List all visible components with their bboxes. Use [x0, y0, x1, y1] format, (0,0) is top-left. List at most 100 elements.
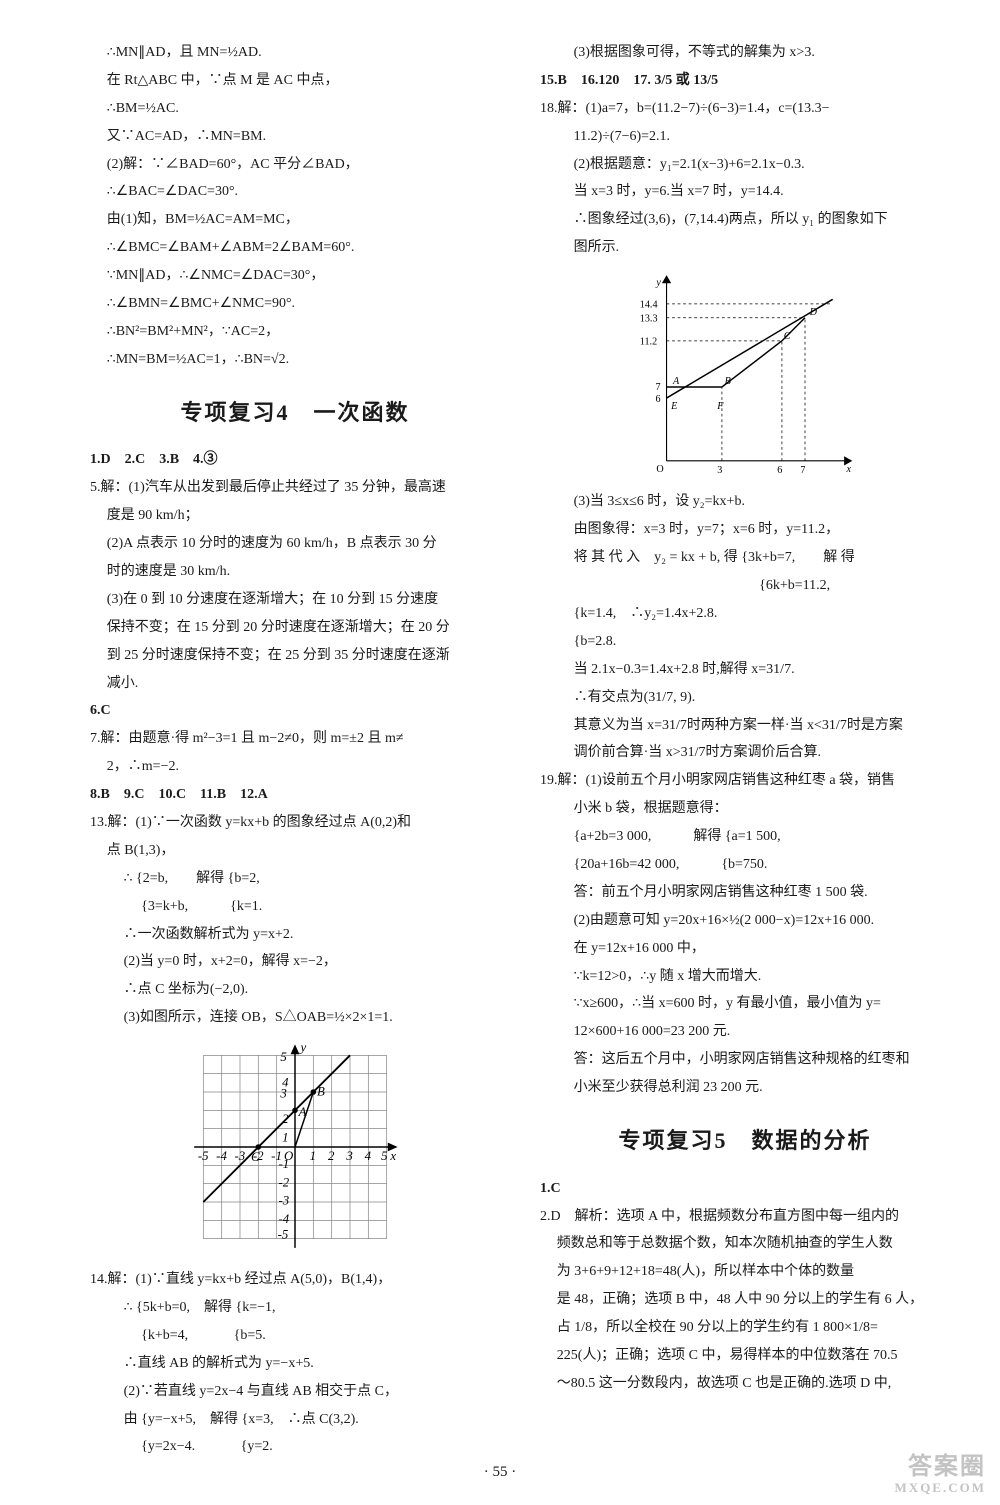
- txt: ～80.5 这一分数段内，故选项 C 也是正确的.选项 D 中,: [540, 1371, 950, 1397]
- watermark-line1: 答案圈: [895, 1454, 986, 1480]
- txt: {20a+16b=42 000, {b=750.: [540, 852, 950, 878]
- txt: (3)当 3≤x≤6 时，设 y₂=kx+b.: [540, 489, 950, 515]
- svg-text:-1: -1: [279, 1157, 290, 1171]
- txt: ∴直线 AB 的解析式为 y=−x+5.: [90, 1351, 500, 1377]
- txt: 12×600+16 000=23 200 元.: [540, 1019, 950, 1045]
- right-column: (3)根据图象可得，不等式的解集为 x>3. 15.B 16.120 17. 3…: [540, 40, 950, 1462]
- txt: 当 x=3 时，y=6.当 x=7 时，y=14.4.: [540, 179, 950, 205]
- txt: ∴MN∥AD，且 MN=½AD.: [90, 40, 500, 66]
- svg-text:E: E: [670, 401, 678, 412]
- svg-text:A: A: [298, 1105, 307, 1119]
- svg-text:6: 6: [777, 465, 782, 476]
- svg-text:F: F: [716, 401, 724, 412]
- svg-text:-5: -5: [278, 1228, 289, 1242]
- txt: ∴∠BMC=∠BAM+∠ABM=2∠BAM=60°.: [90, 235, 500, 261]
- txt: ∴BM=½AC.: [90, 96, 500, 122]
- q14: 14.解：(1)∵直线 y=kx+b 经过点 A(5,0)，B(1,4)，: [90, 1267, 500, 1293]
- watermark-line2: MXQE.COM: [895, 1481, 986, 1495]
- watermark: 答案圈 MXQE.COM: [895, 1454, 986, 1495]
- txt: {b=2.8.: [540, 629, 950, 655]
- txt: 在 Rt△ABC 中，∵点 M 是 AC 中点，: [90, 68, 500, 94]
- txt: (3)如图所示，连接 OB，S△OAB=½×2×1=1.: [90, 1005, 500, 1031]
- txt: ∴∠BAC=∠DAC=30°.: [90, 179, 500, 205]
- q18: 18.解：(1)a=7，b=(11.2−7)÷(6−3)=1.4，c=(13.3…: [540, 96, 950, 122]
- txt: 占 1/8，所以全校在 90 分以上的学生约有 1 800×1/8=: [540, 1315, 950, 1341]
- q6: 6.C: [90, 698, 500, 724]
- svg-text:4: 4: [282, 1076, 289, 1090]
- txt: 频数总和等于总数据个数，知本次随机抽查的学生人数: [540, 1231, 950, 1257]
- txt: ∵MN∥AD，∴∠NMC=∠DAC=30°，: [90, 263, 500, 289]
- txt: {3=k+b, {k=1.: [90, 894, 500, 920]
- svg-text:A: A: [672, 376, 680, 387]
- svg-text:-3: -3: [235, 1149, 246, 1163]
- txt: 保持不变；在 15 分到 20 分时速度在逐渐增大；在 20 分: [90, 615, 500, 641]
- svg-text:1: 1: [282, 1131, 288, 1145]
- svg-text:C: C: [784, 331, 791, 342]
- svg-text:-2: -2: [253, 1149, 264, 1163]
- q13: 13.解：(1)∵一次函数 y=kx+b 的图象经过点 A(0,2)和: [90, 810, 500, 836]
- answers-1-4: 1.D 2.C 3.B 4.③: [90, 447, 500, 473]
- q7: 7.解：由题意·得 m²−3=1 且 m−2≠0，则 m=±2 且 m≠: [90, 726, 500, 752]
- svg-text:2: 2: [282, 1112, 289, 1126]
- q19: 19.解：(1)设前五个月小明家网店销售这种红枣 a 袋，销售: [540, 768, 950, 794]
- txt: 答：前五个月小明家网店销售这种红枣 1 500 袋.: [540, 880, 950, 906]
- txt: ∴有交点为(31/7, 9).: [540, 685, 950, 711]
- txt: (2)根据题意：y₁=2.1(x−3)+6=2.1x−0.3.: [540, 152, 950, 178]
- txt: 由(1)知，BM=½AC=AM=MC，: [90, 207, 500, 233]
- svg-text:-2: -2: [279, 1175, 290, 1189]
- txt: 点 B(1,3)，: [90, 838, 500, 864]
- graph-q13: xy -55 5-5 O ABC 3-4-3-2-11234 124 -1-2-…: [185, 1037, 405, 1257]
- chart-q18: y x O 14.413.311.2 76 367 AB CD EF: [625, 267, 865, 479]
- svg-text:y: y: [299, 1041, 307, 1055]
- txt: 将 其 代 入 y₂ = kx + b, 得 {3k+b=7, 解 得: [540, 545, 950, 571]
- q5: 5.解：(1)汽车从出发到最后停止共经过了 35 分钟，最高速: [90, 475, 500, 501]
- svg-text:14.4: 14.4: [640, 300, 658, 311]
- txt: 小米至少获得总利润 23 200 元.: [540, 1075, 950, 1101]
- svg-text:-3: -3: [279, 1194, 290, 1208]
- svg-text:-4: -4: [216, 1149, 227, 1163]
- txt: 是 48，正确；选项 B 中，48 人中 90 分以上的学生有 6 人，: [540, 1287, 950, 1313]
- txt: {y=2x−4. {y=2.: [90, 1434, 500, 1460]
- section5-title: 专项复习5 数据的分析: [540, 1121, 950, 1162]
- txt: {6k+b=11.2,: [540, 573, 950, 599]
- svg-text:-5: -5: [198, 1149, 209, 1163]
- svg-text:4: 4: [365, 1149, 372, 1163]
- svg-text:7: 7: [655, 382, 660, 393]
- txt: ∴BN²=BM²+MN²，∵AC=2，: [90, 319, 500, 345]
- txt: {k=1.4, ∴y₂=1.4x+2.8.: [540, 601, 950, 627]
- txt: 答：这后五个月中，小明家网店销售这种规格的红枣和: [540, 1047, 950, 1073]
- answers-8-12: 8.B 9.C 10.C 11.B 12.A: [90, 782, 500, 808]
- txt: ∴∠BMN=∠BMC+∠NMC=90°.: [90, 291, 500, 317]
- svg-text:2: 2: [328, 1149, 335, 1163]
- txt: ∴ {2=b, 解得 {b=2,: [90, 866, 500, 892]
- txt: 其意义为当 x=31/7时两种方案一样·当 x<31/7时是方案: [540, 713, 950, 739]
- svg-text:5: 5: [381, 1149, 388, 1163]
- svg-text:y: y: [655, 278, 661, 289]
- txt: 当 2.1x−0.3=1.4x+2.8 时,解得 x=31/7.: [540, 657, 950, 683]
- txt: 225(人)；正确；选项 C 中，易得样本的中位数落在 70.5: [540, 1343, 950, 1369]
- txt: 为 3+6+9+12+18=48(人)，所以样本中个体的数量: [540, 1259, 950, 1285]
- svg-text:-4: -4: [279, 1212, 290, 1226]
- txt: ∴点 C 坐标为(−2,0).: [90, 977, 500, 1003]
- svg-text:D: D: [809, 307, 818, 318]
- txt: (2)A 点表示 10 分时的速度为 60 km/h，B 点表示 30 分: [90, 531, 500, 557]
- txt: (2)由题意可知 y=20x+16×½(2 000−x)=12x+16 000.: [540, 908, 950, 934]
- svg-text:x: x: [846, 464, 852, 475]
- left-column: ∴MN∥AD，且 MN=½AD. 在 Rt△ABC 中，∵点 M 是 AC 中点…: [90, 40, 500, 1462]
- svg-text:3: 3: [345, 1149, 352, 1163]
- q2: 2.D 解析：选项 A 中，根据频数分布直方图中每一组内的: [540, 1204, 950, 1230]
- txt: 图所示.: [540, 235, 950, 261]
- svg-text:x: x: [389, 1149, 396, 1163]
- txt: 在 y=12x+16 000 中，: [540, 936, 950, 962]
- txt: 由 {y=−x+5, 解得 {x=3, ∴点 C(3,2).: [90, 1407, 500, 1433]
- txt: 减小.: [90, 671, 500, 697]
- svg-text:B: B: [725, 376, 731, 387]
- txt: ∴MN=BM=½AC=1，∴BN=√2.: [90, 347, 500, 373]
- txt: 到 25 分时速度保持不变；在 25 分到 35 分时速度在逐渐: [90, 643, 500, 669]
- answers-15-17: 15.B 16.120 17. 3/5 或 13/5: [540, 68, 950, 94]
- txt: ∵x≥600，∴当 x=600 时，y 有最小值，最小值为 y=: [540, 991, 950, 1017]
- txt: 时的速度是 30 km/h.: [90, 559, 500, 585]
- txt: (2)当 y=0 时，x+2=0，解得 x=−2，: [90, 949, 500, 975]
- txt: (3)根据图象可得，不等式的解集为 x>3.: [540, 40, 950, 66]
- txt: ∴一次函数解析式为 y=x+2.: [90, 922, 500, 948]
